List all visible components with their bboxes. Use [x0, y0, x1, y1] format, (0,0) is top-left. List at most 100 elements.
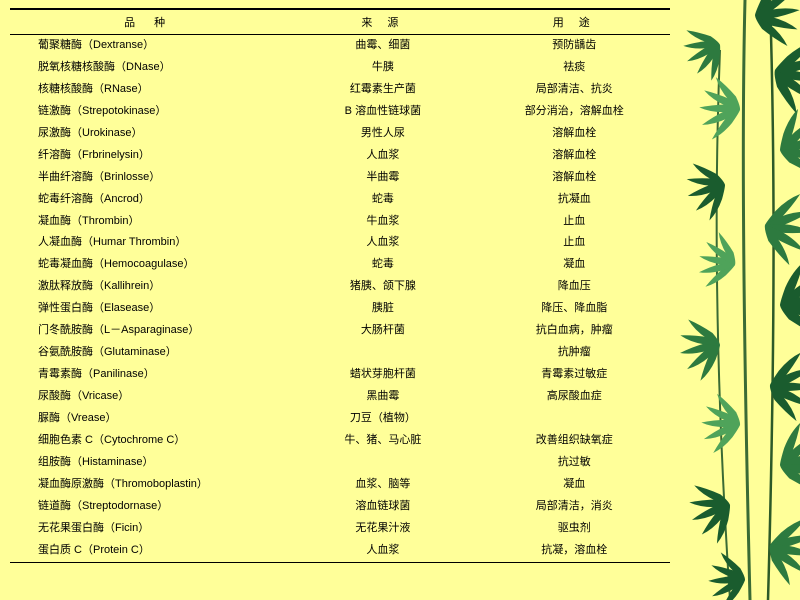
enzyme-table-container: 品 种 来 源 用 途 葡聚糖酶（Dextranse）曲霉、细菌预防龋齿脱氧核糖… — [10, 8, 670, 563]
cell-species: 核糖核酸酶（RNase） — [10, 79, 287, 101]
cell-species: 人凝血酶（Humar Thrombin） — [10, 232, 287, 254]
cell-source: 无花果汁液 — [287, 518, 478, 540]
cell-species: 组胺酶（Histaminase） — [10, 452, 287, 474]
cell-source — [287, 452, 478, 474]
cell-source: 蛇毒 — [287, 254, 478, 276]
cell-source: 蛇毒 — [287, 189, 478, 211]
cell-usage: 部分消治，溶解血栓 — [479, 101, 670, 123]
cell-source: 猪胰、颌下腺 — [287, 276, 478, 298]
cell-usage: 高尿酸血症 — [479, 386, 670, 408]
table-row: 人凝血酶（Humar Thrombin）人血浆止血 — [10, 232, 670, 254]
cell-species: 细胞色素 C（Cytochrome C） — [10, 430, 287, 452]
cell-source: 男性人尿 — [287, 123, 478, 145]
table-row: 组胺酶（Histaminase） 抗过敏 — [10, 452, 670, 474]
cell-source: 牛血浆 — [287, 211, 478, 233]
cell-species: 葡聚糖酶（Dextranse） — [10, 35, 287, 57]
table-row: 链激酶（Strepotokinase）B 溶血性链球菌部分消治，溶解血栓 — [10, 101, 670, 123]
cell-usage: 溶解血栓 — [479, 123, 670, 145]
table-row: 纤溶酶（Frbrinelysin）人血浆溶解血栓 — [10, 145, 670, 167]
table-row: 葡聚糖酶（Dextranse）曲霉、细菌预防龋齿 — [10, 35, 670, 57]
table-row: 链道酶（Streptodornase）溶血链球菌局部清洁，消炎 — [10, 496, 670, 518]
table-body: 葡聚糖酶（Dextranse）曲霉、细菌预防龋齿脱氧核糖核酸酶（DNase）牛胰… — [10, 35, 670, 563]
table-header-row: 品 种 来 源 用 途 — [10, 9, 670, 35]
table-row: 尿酸酶（Vricase）黑曲霉高尿酸血症 — [10, 386, 670, 408]
table-row: 门冬酰胺酶（L－Asparaginase）大肠杆菌抗白血病，肿瘤 — [10, 320, 670, 342]
cell-species: 脱氧核糖核酸酶（DNase） — [10, 57, 287, 79]
cell-source: 人血浆 — [287, 145, 478, 167]
cell-species: 蛋白质 C（Protein C） — [10, 540, 287, 562]
table-row: 半曲纤溶酶（Brinlosse）半曲霉溶解血栓 — [10, 167, 670, 189]
table-row: 激肽释放酶（Kallihrein）猪胰、颌下腺降血压 — [10, 276, 670, 298]
cell-species: 链激酶（Strepotokinase） — [10, 101, 287, 123]
table-row: 凝血酶（Thrombin）牛血浆止血 — [10, 211, 670, 233]
cell-species: 蛇毒凝血酶（Hemocoagulase） — [10, 254, 287, 276]
table-row: 核糖核酸酶（RNase）红霉素生产菌局部清洁、抗炎 — [10, 79, 670, 101]
cell-species: 门冬酰胺酶（L－Asparaginase） — [10, 320, 287, 342]
cell-species: 尿酸酶（Vricase） — [10, 386, 287, 408]
table-row: 脲酶（Vrease）刀豆（植物） — [10, 408, 670, 430]
cell-species: 弹性蛋白酶（Elasease） — [10, 298, 287, 320]
cell-source: B 溶血性链球菌 — [287, 101, 478, 123]
cell-usage: 抗凝血 — [479, 189, 670, 211]
cell-species: 无花果蛋白酶（Ficin） — [10, 518, 287, 540]
cell-source: 人血浆 — [287, 232, 478, 254]
cell-source: 溶血链球菌 — [287, 496, 478, 518]
cell-source: 牛、猪、马心脏 — [287, 430, 478, 452]
table-row: 青霉素酶（Panilinase）蜡状芽胞杆菌青霉素过敏症 — [10, 364, 670, 386]
cell-usage: 抗肿瘤 — [479, 342, 670, 364]
cell-source: 蜡状芽胞杆菌 — [287, 364, 478, 386]
cell-usage: 凝血 — [479, 474, 670, 496]
cell-species: 纤溶酶（Frbrinelysin） — [10, 145, 287, 167]
cell-source: 血浆、脑等 — [287, 474, 478, 496]
cell-source: 黑曲霉 — [287, 386, 478, 408]
enzyme-table: 品 种 来 源 用 途 葡聚糖酶（Dextranse）曲霉、细菌预防龋齿脱氧核糖… — [10, 8, 670, 563]
cell-usage: 局部清洁，消炎 — [479, 496, 670, 518]
bamboo-decoration — [650, 0, 800, 600]
cell-usage: 止血 — [479, 232, 670, 254]
cell-usage: 降血压 — [479, 276, 670, 298]
header-usage: 用 途 — [479, 9, 670, 35]
cell-usage: 青霉素过敏症 — [479, 364, 670, 386]
cell-usage: 溶解血栓 — [479, 167, 670, 189]
cell-usage: 降压、降血脂 — [479, 298, 670, 320]
cell-species: 链道酶（Streptodornase） — [10, 496, 287, 518]
cell-species: 尿激酶（Urokinase） — [10, 123, 287, 145]
cell-species: 脲酶（Vrease） — [10, 408, 287, 430]
cell-species: 谷氨酰胺酶（Glutaminase） — [10, 342, 287, 364]
header-source: 来 源 — [287, 9, 478, 35]
table-row: 弹性蛋白酶（Elasease）胰脏降压、降血脂 — [10, 298, 670, 320]
table-row: 细胞色素 C（Cytochrome C）牛、猪、马心脏改善组织缺氧症 — [10, 430, 670, 452]
cell-usage: 预防龋齿 — [479, 35, 670, 57]
cell-usage: 祛痰 — [479, 57, 670, 79]
cell-usage: 凝血 — [479, 254, 670, 276]
cell-usage: 抗白血病，肿瘤 — [479, 320, 670, 342]
cell-species: 半曲纤溶酶（Brinlosse） — [10, 167, 287, 189]
cell-source: 胰脏 — [287, 298, 478, 320]
cell-species: 凝血酶（Thrombin） — [10, 211, 287, 233]
cell-usage: 抗凝，溶血栓 — [479, 540, 670, 562]
table-row: 脱氧核糖核酸酶（DNase）牛胰祛痰 — [10, 57, 670, 79]
table-row: 蛋白质 C（Protein C）人血浆抗凝，溶血栓 — [10, 540, 670, 562]
cell-species: 蛇毒纤溶酶（Ancrod） — [10, 189, 287, 211]
cell-source: 人血浆 — [287, 540, 478, 562]
cell-source: 曲霉、细菌 — [287, 35, 478, 57]
cell-usage: 抗过敏 — [479, 452, 670, 474]
table-row: 尿激酶（Urokinase）男性人尿溶解血栓 — [10, 123, 670, 145]
header-species: 品 种 — [10, 9, 287, 35]
cell-source: 半曲霉 — [287, 167, 478, 189]
cell-usage: 改善组织缺氧症 — [479, 430, 670, 452]
cell-source: 红霉素生产菌 — [287, 79, 478, 101]
table-row: 蛇毒纤溶酶（Ancrod）蛇毒抗凝血 — [10, 189, 670, 211]
cell-source — [287, 342, 478, 364]
cell-source: 牛胰 — [287, 57, 478, 79]
cell-source: 刀豆（植物） — [287, 408, 478, 430]
cell-species: 凝血酶原激酶（Thromoboplastin） — [10, 474, 287, 496]
cell-species: 青霉素酶（Panilinase） — [10, 364, 287, 386]
cell-usage: 驱虫剂 — [479, 518, 670, 540]
cell-species: 激肽释放酶（Kallihrein） — [10, 276, 287, 298]
table-row: 蛇毒凝血酶（Hemocoagulase）蛇毒凝血 — [10, 254, 670, 276]
table-row: 谷氨酰胺酶（Glutaminase） 抗肿瘤 — [10, 342, 670, 364]
cell-usage: 止血 — [479, 211, 670, 233]
cell-usage: 局部清洁、抗炎 — [479, 79, 670, 101]
table-row: 无花果蛋白酶（Ficin）无花果汁液驱虫剂 — [10, 518, 670, 540]
